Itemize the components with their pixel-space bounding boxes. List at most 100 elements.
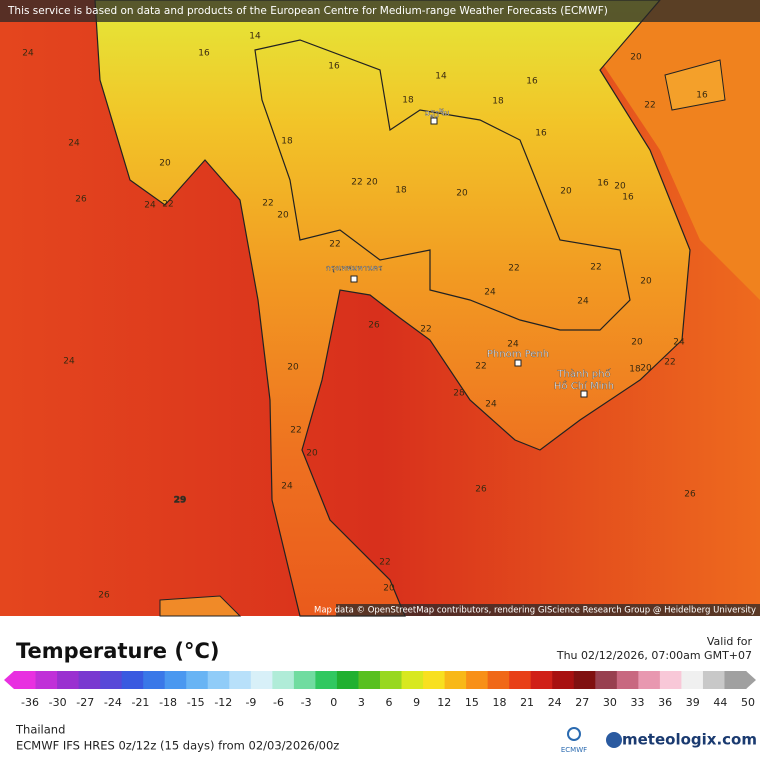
colorbar-swatch (530, 671, 553, 689)
map-value: 20 (631, 338, 643, 348)
map-value: 16 (622, 193, 634, 203)
colorbar-swatch (315, 671, 338, 689)
colorbar-swatch (681, 671, 704, 689)
map-value: 26 (75, 195, 87, 205)
map-value: 20 (640, 364, 652, 374)
border (254, 39, 631, 331)
colorbar-swatch (659, 671, 682, 689)
colorbar-swatch (293, 671, 316, 689)
map-value: 20 (560, 187, 572, 197)
banner-bg (0, 0, 760, 22)
map-value: 18 (395, 186, 407, 196)
map-value: 18 (402, 96, 414, 106)
land (94, 0, 691, 617)
map-value: 16 (696, 91, 708, 101)
colorbar-swatch (78, 671, 101, 689)
map-value: 24 (485, 400, 497, 410)
map-value: 24 (281, 482, 293, 492)
colorbar-tick-label: -18 (159, 696, 177, 709)
colorbar-swatch (229, 671, 252, 689)
map-value: 20 (306, 449, 318, 459)
colorbar-tick-label: 18 (492, 696, 506, 709)
map-value: 28 (453, 389, 465, 399)
colorbar-swatch (35, 671, 58, 689)
map-value: 26 (98, 591, 110, 601)
map-value: 22 (262, 199, 273, 209)
colorbar-tick-label: -30 (49, 696, 67, 709)
colorbar-tick-label: 44 (713, 696, 727, 709)
colorbar-swatch (272, 671, 295, 689)
colorbar-tick-label: -9 (245, 696, 256, 709)
colorbar-tick-label: 0 (330, 696, 337, 709)
island (159, 595, 242, 617)
colorbar-swatch (380, 671, 403, 689)
colorbar-swatch (724, 671, 747, 689)
colorbar-tick-label: 15 (465, 696, 479, 709)
map-value: 29 (174, 496, 187, 506)
colorbar-swatch (57, 671, 80, 689)
map-value: 22 (664, 358, 675, 368)
map-value: 24 (22, 49, 34, 59)
colorbar-swatch (336, 671, 359, 689)
map-value: 24 (507, 340, 519, 350)
colorbar-tick-label: 50 (741, 696, 755, 709)
map-value: 24 (673, 338, 685, 348)
colorbar-swatch (702, 671, 725, 689)
map-value: 16 (597, 179, 609, 189)
colorbar-tick-label: -15 (187, 696, 205, 709)
map-value: 18 (629, 365, 641, 375)
map-value: 18 (281, 137, 293, 147)
city-name: Hồ Chí Minh (554, 380, 614, 392)
colorbar-swatch (143, 671, 166, 689)
colorbar-tick-label: -27 (76, 696, 94, 709)
city-name: ວຽງຈັນ (425, 107, 450, 117)
colorbar-swatch (595, 671, 618, 689)
city-marker (350, 275, 358, 283)
map-value: 24 (63, 357, 75, 367)
colorbar-swatch (638, 671, 661, 689)
colorbar-tick-label: 33 (631, 696, 645, 709)
colorbar-tick-label: 39 (686, 696, 700, 709)
map-value: 22 (420, 325, 431, 335)
attribution: Map data © OpenStreetMap contributors, r… (314, 606, 756, 616)
colorbar-tick-label: 9 (413, 696, 420, 709)
colorbar-tick-label: 30 (603, 696, 617, 709)
colorbar-tick-label: -21 (131, 696, 149, 709)
brand-icon (606, 732, 622, 748)
colorbar-right-arrow (746, 671, 756, 689)
model: ECMWF IFS HRES 0z/12z (15 days) from 02/… (16, 739, 339, 753)
city-name: Phnom Penh (487, 349, 549, 360)
city-name: กรุงเทพมหานคร (326, 264, 383, 273)
colorbar-tick-label: 36 (658, 696, 672, 709)
colorbar-swatch (616, 671, 639, 689)
map-value: 22 (162, 200, 173, 210)
map-value: 14 (435, 72, 447, 82)
colorbar-swatch (207, 671, 230, 689)
colorbar-tick-label: -24 (104, 696, 122, 709)
map-value: 20 (277, 211, 289, 221)
city-marker (430, 117, 438, 125)
map-value: 18 (492, 97, 504, 107)
colorbar-swatch (121, 671, 144, 689)
map-value: 26 (368, 321, 380, 331)
map-value: 14 (249, 32, 261, 42)
map-value: 22 (379, 558, 390, 568)
colorbar-swatch (358, 671, 381, 689)
map-value: 24 (484, 288, 496, 298)
ecmwf-icon (567, 727, 581, 741)
brand: meteologix.com (622, 731, 757, 749)
city-name: Thành phố (556, 368, 610, 380)
valid-label: Valid for (707, 635, 753, 648)
map-value: 16 (198, 49, 210, 59)
colorbar-swatch (552, 671, 575, 689)
map-value: 24 (68, 139, 80, 149)
colorbar-swatch (401, 671, 424, 689)
colorbar-tick-label: 3 (358, 696, 365, 709)
map-value: 24 (144, 201, 156, 211)
map-value: 20 (640, 277, 652, 287)
attribution-bg (336, 604, 760, 616)
colorbar-tick-label: 6 (386, 696, 393, 709)
colorbar-left-arrow (4, 671, 14, 689)
legend-title: Temperature (°C) (16, 639, 219, 663)
